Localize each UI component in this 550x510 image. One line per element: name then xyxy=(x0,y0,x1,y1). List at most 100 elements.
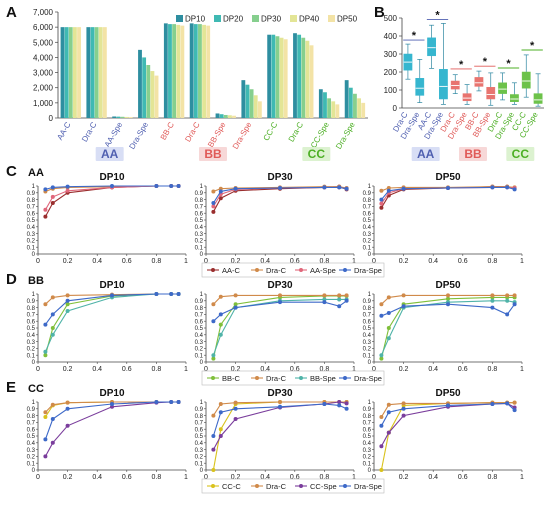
bar xyxy=(245,84,250,118)
legend-label: AA-C xyxy=(222,266,241,275)
box xyxy=(498,82,507,94)
legend-marker xyxy=(211,484,215,488)
y-tick-label: 0.3 xyxy=(27,340,36,346)
y-tick-label: 0.1 xyxy=(363,353,372,359)
y-tick-label: 1 xyxy=(200,292,204,298)
data-point xyxy=(505,298,510,303)
bar xyxy=(146,65,151,118)
legend-swatch xyxy=(176,15,183,22)
data-point xyxy=(43,187,48,192)
legend-swatch xyxy=(328,15,335,22)
y-tick-label: 0.3 xyxy=(195,340,204,346)
data-point xyxy=(278,186,282,191)
x-tick-label: 0 xyxy=(372,366,376,373)
data-point xyxy=(218,196,223,201)
bar xyxy=(128,117,133,118)
x-tick-label: 0.2 xyxy=(399,366,409,373)
x-tick-label: 0.6 xyxy=(290,366,300,373)
y-tick-label: 0 xyxy=(393,104,398,113)
legend-label: Dra-Spe xyxy=(354,374,382,383)
data-point xyxy=(386,326,391,330)
bar xyxy=(227,115,232,118)
data-point xyxy=(211,201,216,205)
y-tick-label: 6,000 xyxy=(33,23,54,32)
data-point xyxy=(446,293,450,298)
data-point xyxy=(218,322,223,327)
data-point xyxy=(43,437,48,442)
x-tick-label: 0.8 xyxy=(320,474,330,481)
legend-marker xyxy=(255,268,259,272)
panel-letter-B: B xyxy=(374,4,385,21)
bar xyxy=(163,23,168,118)
category-label: BB-C xyxy=(159,120,176,141)
data-point xyxy=(233,186,238,191)
y-tick-label: 1,000 xyxy=(33,99,54,108)
y-tick-label: 0.6 xyxy=(195,319,204,325)
bar xyxy=(64,27,69,119)
group-label: AA xyxy=(101,147,119,161)
x-tick-label: 0.6 xyxy=(458,474,468,481)
x-tick-label: 1 xyxy=(184,258,188,265)
bar xyxy=(98,27,103,119)
y-tick-label: 0.3 xyxy=(195,448,204,454)
x-tick-label: 0.6 xyxy=(458,258,468,265)
legend-marker xyxy=(343,484,347,488)
bar xyxy=(124,116,129,118)
significance-star: * xyxy=(506,58,511,70)
data-point xyxy=(154,400,159,404)
data-point xyxy=(490,298,495,303)
bar xyxy=(267,34,272,118)
data-point xyxy=(211,302,216,307)
x-tick-label: 0.6 xyxy=(290,258,300,265)
y-tick-label: 0.3 xyxy=(363,232,372,238)
y-tick-label: 0 xyxy=(200,360,204,366)
data-point xyxy=(322,402,327,407)
data-point xyxy=(211,434,216,438)
y-tick-label: 0.4 xyxy=(363,225,372,231)
data-point xyxy=(322,293,327,298)
y-tick-label: 0.3 xyxy=(363,448,372,454)
box xyxy=(427,37,436,57)
legend-marker xyxy=(211,268,215,272)
data-point xyxy=(65,406,70,411)
x-tick-label: 0 xyxy=(36,258,40,265)
bar xyxy=(331,101,336,118)
data-point xyxy=(43,414,48,419)
bar xyxy=(72,27,77,119)
data-point xyxy=(344,186,349,191)
data-point xyxy=(176,292,181,296)
data-point xyxy=(379,423,384,428)
y-tick-label: 0.5 xyxy=(27,326,36,332)
x-tick-label: 0.8 xyxy=(152,258,162,265)
row-group-label: BB xyxy=(28,275,44,287)
category-label: BB-Spe xyxy=(206,120,228,149)
bar xyxy=(112,116,117,118)
bar xyxy=(77,27,81,119)
group-label-bg xyxy=(506,147,535,161)
y-tick-label: 400 xyxy=(384,32,398,41)
y-tick-label: 1 xyxy=(368,292,372,298)
x-tick-label: 0.4 xyxy=(92,474,102,481)
y-tick-label: 0.4 xyxy=(27,333,36,339)
x-tick-label: 0.6 xyxy=(290,474,300,481)
data-point xyxy=(218,312,223,317)
y-tick-label: 1 xyxy=(200,400,204,406)
subplot-title: DP50 xyxy=(435,172,460,183)
data-point xyxy=(512,293,517,298)
y-tick-label: 0.2 xyxy=(27,347,36,353)
panel-a-bar-chart: 0 1,000 2,000 3,000 4,000 5,000 6,000 7,000 AA-C… xyxy=(33,8,368,161)
data-point xyxy=(50,332,55,337)
data-point xyxy=(233,417,238,421)
bar xyxy=(275,36,280,118)
bar xyxy=(335,104,340,118)
bar xyxy=(318,89,323,118)
bar xyxy=(271,34,276,118)
legend-marker xyxy=(255,376,259,380)
data-point xyxy=(211,468,216,472)
x-tick-label: 0.6 xyxy=(122,474,132,481)
y-tick-label: 100 xyxy=(384,86,398,95)
y-tick-label: 0.6 xyxy=(363,319,372,325)
legend-label: CC-Spe xyxy=(310,482,337,491)
bar xyxy=(253,95,258,118)
